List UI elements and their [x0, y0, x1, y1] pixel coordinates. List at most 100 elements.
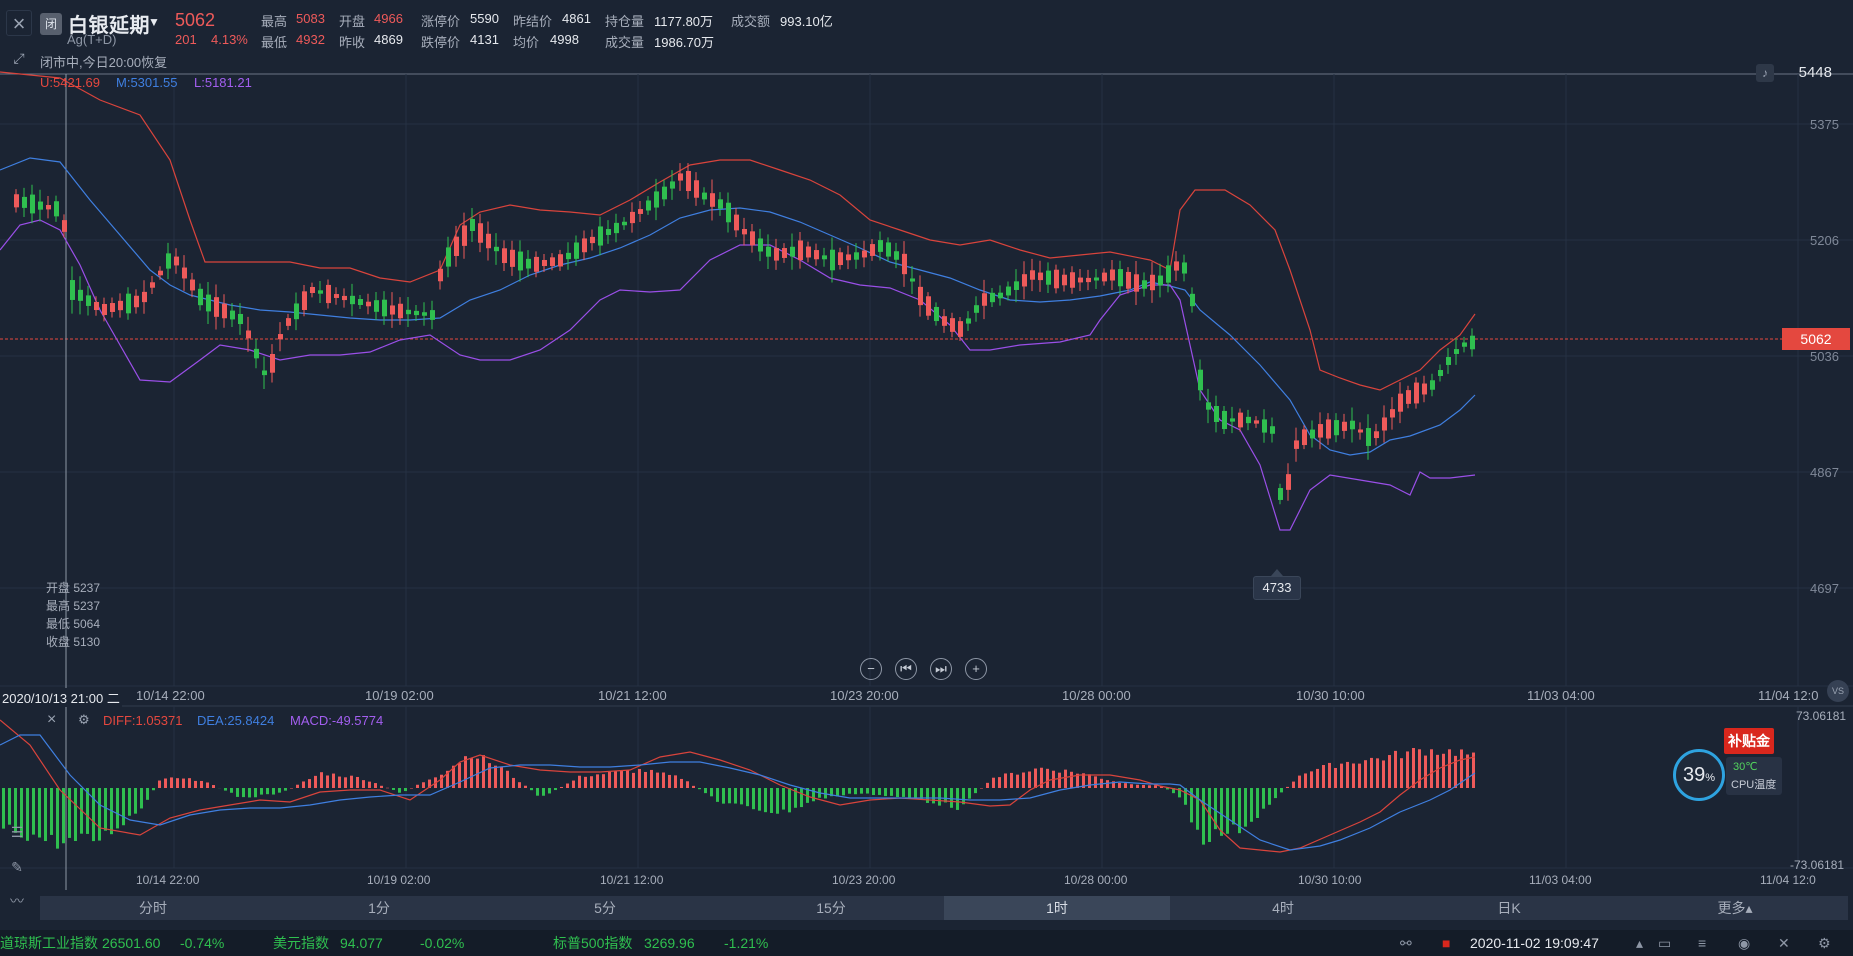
macd-macd-value: MACD:-49.5774	[290, 713, 384, 728]
macd-bar	[1316, 768, 1319, 788]
quote-value-prev-settle: 4861	[562, 11, 591, 26]
bell-icon[interactable]: ♪	[1756, 64, 1774, 82]
expand-icon[interactable]: ⤢	[13, 50, 25, 66]
macd-bar	[374, 783, 377, 788]
tab-15min[interactable]: 15分	[816, 900, 846, 916]
candle-body	[382, 299, 387, 317]
candle-body	[982, 293, 987, 306]
price-axis-label: 4867	[1810, 465, 1839, 480]
candle-body	[1062, 274, 1067, 286]
instrument-name[interactable]: 白银延期	[68, 15, 150, 37]
macd-bar	[1376, 758, 1379, 788]
indicator-icon[interactable]: 〰	[10, 893, 24, 909]
candle-body	[582, 238, 587, 253]
macd-bar	[290, 788, 293, 789]
tab-daily[interactable]: 日K	[1497, 900, 1521, 916]
last-price: 5062	[175, 10, 216, 30]
vs-icon[interactable]: VS	[1827, 680, 1849, 702]
macd-bar	[764, 788, 767, 813]
candle-body	[14, 194, 19, 208]
macd-bar	[488, 763, 491, 788]
quote-header: × ⤢ 闭 白银延期 ▼ Ag(T+D) 5062 201 4.13% 最高 5…	[0, 0, 1853, 75]
macd-bar	[704, 788, 707, 794]
zoom-out-button[interactable]: −	[860, 658, 882, 680]
macd-bar	[794, 788, 797, 808]
macd-bar	[86, 788, 89, 834]
macd-bar	[500, 767, 503, 788]
macd-bar	[1226, 788, 1229, 834]
close-icon[interactable]: ×	[6, 10, 32, 36]
cpu-temp-box	[1726, 757, 1782, 795]
monitor-icon[interactable]: ▭	[1658, 935, 1672, 951]
macd-bar	[344, 777, 347, 788]
mute-icon[interactable]: ✕	[1778, 935, 1790, 951]
candle-body	[318, 290, 323, 294]
macd-bar	[1142, 784, 1145, 788]
candle-body	[566, 252, 571, 260]
tab-timeshare[interactable]: 分时	[139, 900, 167, 916]
ticker-name[interactable]: 美元指数	[273, 935, 329, 951]
macd-bar	[1340, 763, 1343, 788]
candle-body	[1014, 281, 1019, 290]
tab-1min[interactable]: 1分	[368, 900, 390, 916]
tab-4hour[interactable]: 4时	[1272, 900, 1294, 916]
quote-value-open: 4966	[374, 11, 403, 26]
pencil-icon[interactable]: ✎	[11, 859, 23, 875]
candle-body	[1222, 410, 1227, 430]
candle-body	[1294, 440, 1299, 449]
settings-icon[interactable]: ⚙	[1818, 935, 1831, 951]
macd-bar	[842, 788, 845, 796]
macd-bar	[38, 788, 41, 838]
candle-body	[438, 268, 443, 282]
gear-icon[interactable]: ⚙	[78, 712, 90, 727]
ticker-name[interactable]: 标普500指数	[553, 935, 633, 951]
macd-bar	[998, 777, 1001, 788]
macd-bar	[1010, 772, 1013, 788]
candle-body	[694, 180, 699, 198]
ticker-change: -1.21%	[724, 935, 769, 951]
candle-body	[1342, 421, 1347, 431]
macd-bar	[608, 771, 611, 788]
network-icon[interactable]: ⚯	[1400, 935, 1412, 951]
candle-body	[198, 288, 203, 306]
tab-more[interactable]: 更多▴	[1717, 900, 1753, 916]
list-icon[interactable]: ≡	[1698, 935, 1707, 951]
candle-body	[390, 305, 395, 315]
candle-body	[702, 192, 707, 200]
candle-body	[846, 254, 851, 261]
candle-body	[782, 248, 787, 258]
candle-body	[270, 353, 275, 373]
macd-bar	[212, 785, 215, 788]
camera-icon[interactable]: ◉	[1738, 935, 1751, 951]
zoom-in-button[interactable]: +	[965, 658, 987, 680]
candle-body	[494, 246, 499, 252]
skip-back-button[interactable]: ⏮	[895, 658, 917, 680]
ticker-name[interactable]: 道琼斯工业指数	[0, 935, 98, 951]
candle-body	[1318, 424, 1323, 438]
cpu-usage-gauge[interactable]: 39%	[1673, 749, 1725, 801]
macd-bar	[566, 783, 569, 788]
macd-bar	[326, 775, 329, 788]
candle-body	[1046, 270, 1051, 285]
skip-forward-button[interactable]: ⏭	[930, 658, 952, 680]
chevron-down-icon[interactable]: ▼	[148, 15, 160, 29]
candle-body	[70, 280, 75, 300]
candle-body	[150, 282, 155, 288]
tab-1hour[interactable]: 1时	[944, 896, 1170, 920]
macd-bar	[1442, 753, 1445, 788]
ticker-change: -0.74%	[180, 935, 225, 951]
quote-label-volume: 成交量	[605, 35, 645, 50]
macd-bar	[104, 788, 107, 831]
candle-body	[1430, 380, 1435, 390]
low-price-marker: 4733	[1253, 576, 1301, 600]
close-indicator-icon[interactable]: ×	[47, 711, 57, 728]
cursor-tool-icon[interactable]: ☰	[10, 824, 24, 840]
caret-up-icon[interactable]: ▴	[1636, 935, 1644, 951]
macd-bar	[770, 788, 773, 813]
subsidy-badge[interactable]: 补贴金	[1724, 728, 1774, 754]
candle-body	[462, 225, 467, 246]
tab-5min[interactable]: 5分	[594, 900, 616, 916]
candle-body	[1350, 420, 1355, 430]
macd-bar	[1352, 763, 1355, 788]
